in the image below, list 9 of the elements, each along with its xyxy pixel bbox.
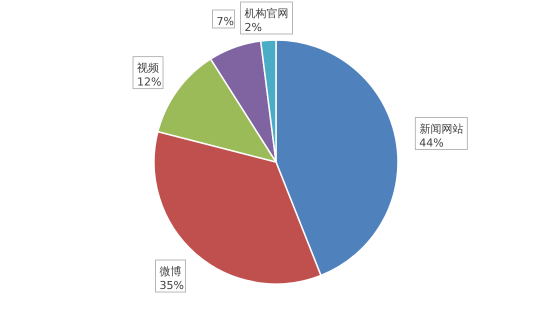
- data-label: 12%: [137, 76, 162, 89]
- data-label: 44%: [419, 136, 444, 150]
- slice-label: 新闻网站: [419, 122, 464, 136]
- data-label: 2%: [244, 21, 262, 34]
- slice-label: 机构官网: [244, 7, 288, 20]
- data-label: 35%: [159, 279, 184, 292]
- slice-label: 视频: [137, 62, 160, 75]
- data-label: 7%: [216, 14, 234, 28]
- slice-label: 微博: [159, 265, 182, 278]
